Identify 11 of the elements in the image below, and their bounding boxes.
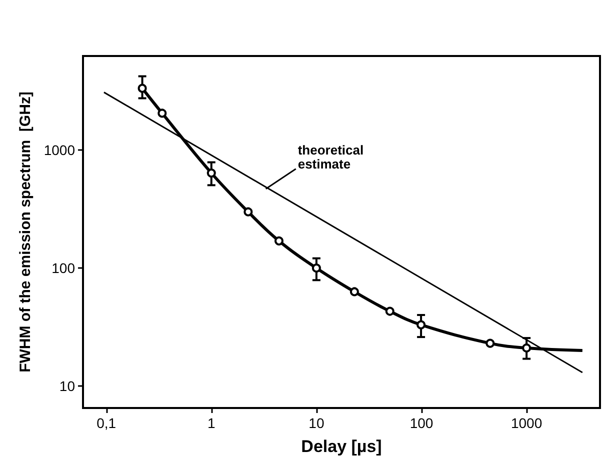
x-tick-label: 100	[410, 415, 434, 431]
x-axis-title: Delay [µs]	[301, 437, 382, 456]
x-tick-label: 10	[308, 415, 324, 431]
x-tick-label: 1000	[510, 415, 542, 431]
y-tick-label: 100	[52, 260, 76, 276]
y-axis-title: FWHM of the emission spectrum [GHz]	[16, 92, 34, 372]
annotation: theoretical estimate	[298, 142, 364, 172]
y-tick-label: 10	[59, 378, 76, 394]
y-tick-label: 1000	[44, 142, 76, 158]
x-tick-label: 1	[207, 415, 216, 431]
x-tick-label: 0,1	[96, 415, 116, 431]
